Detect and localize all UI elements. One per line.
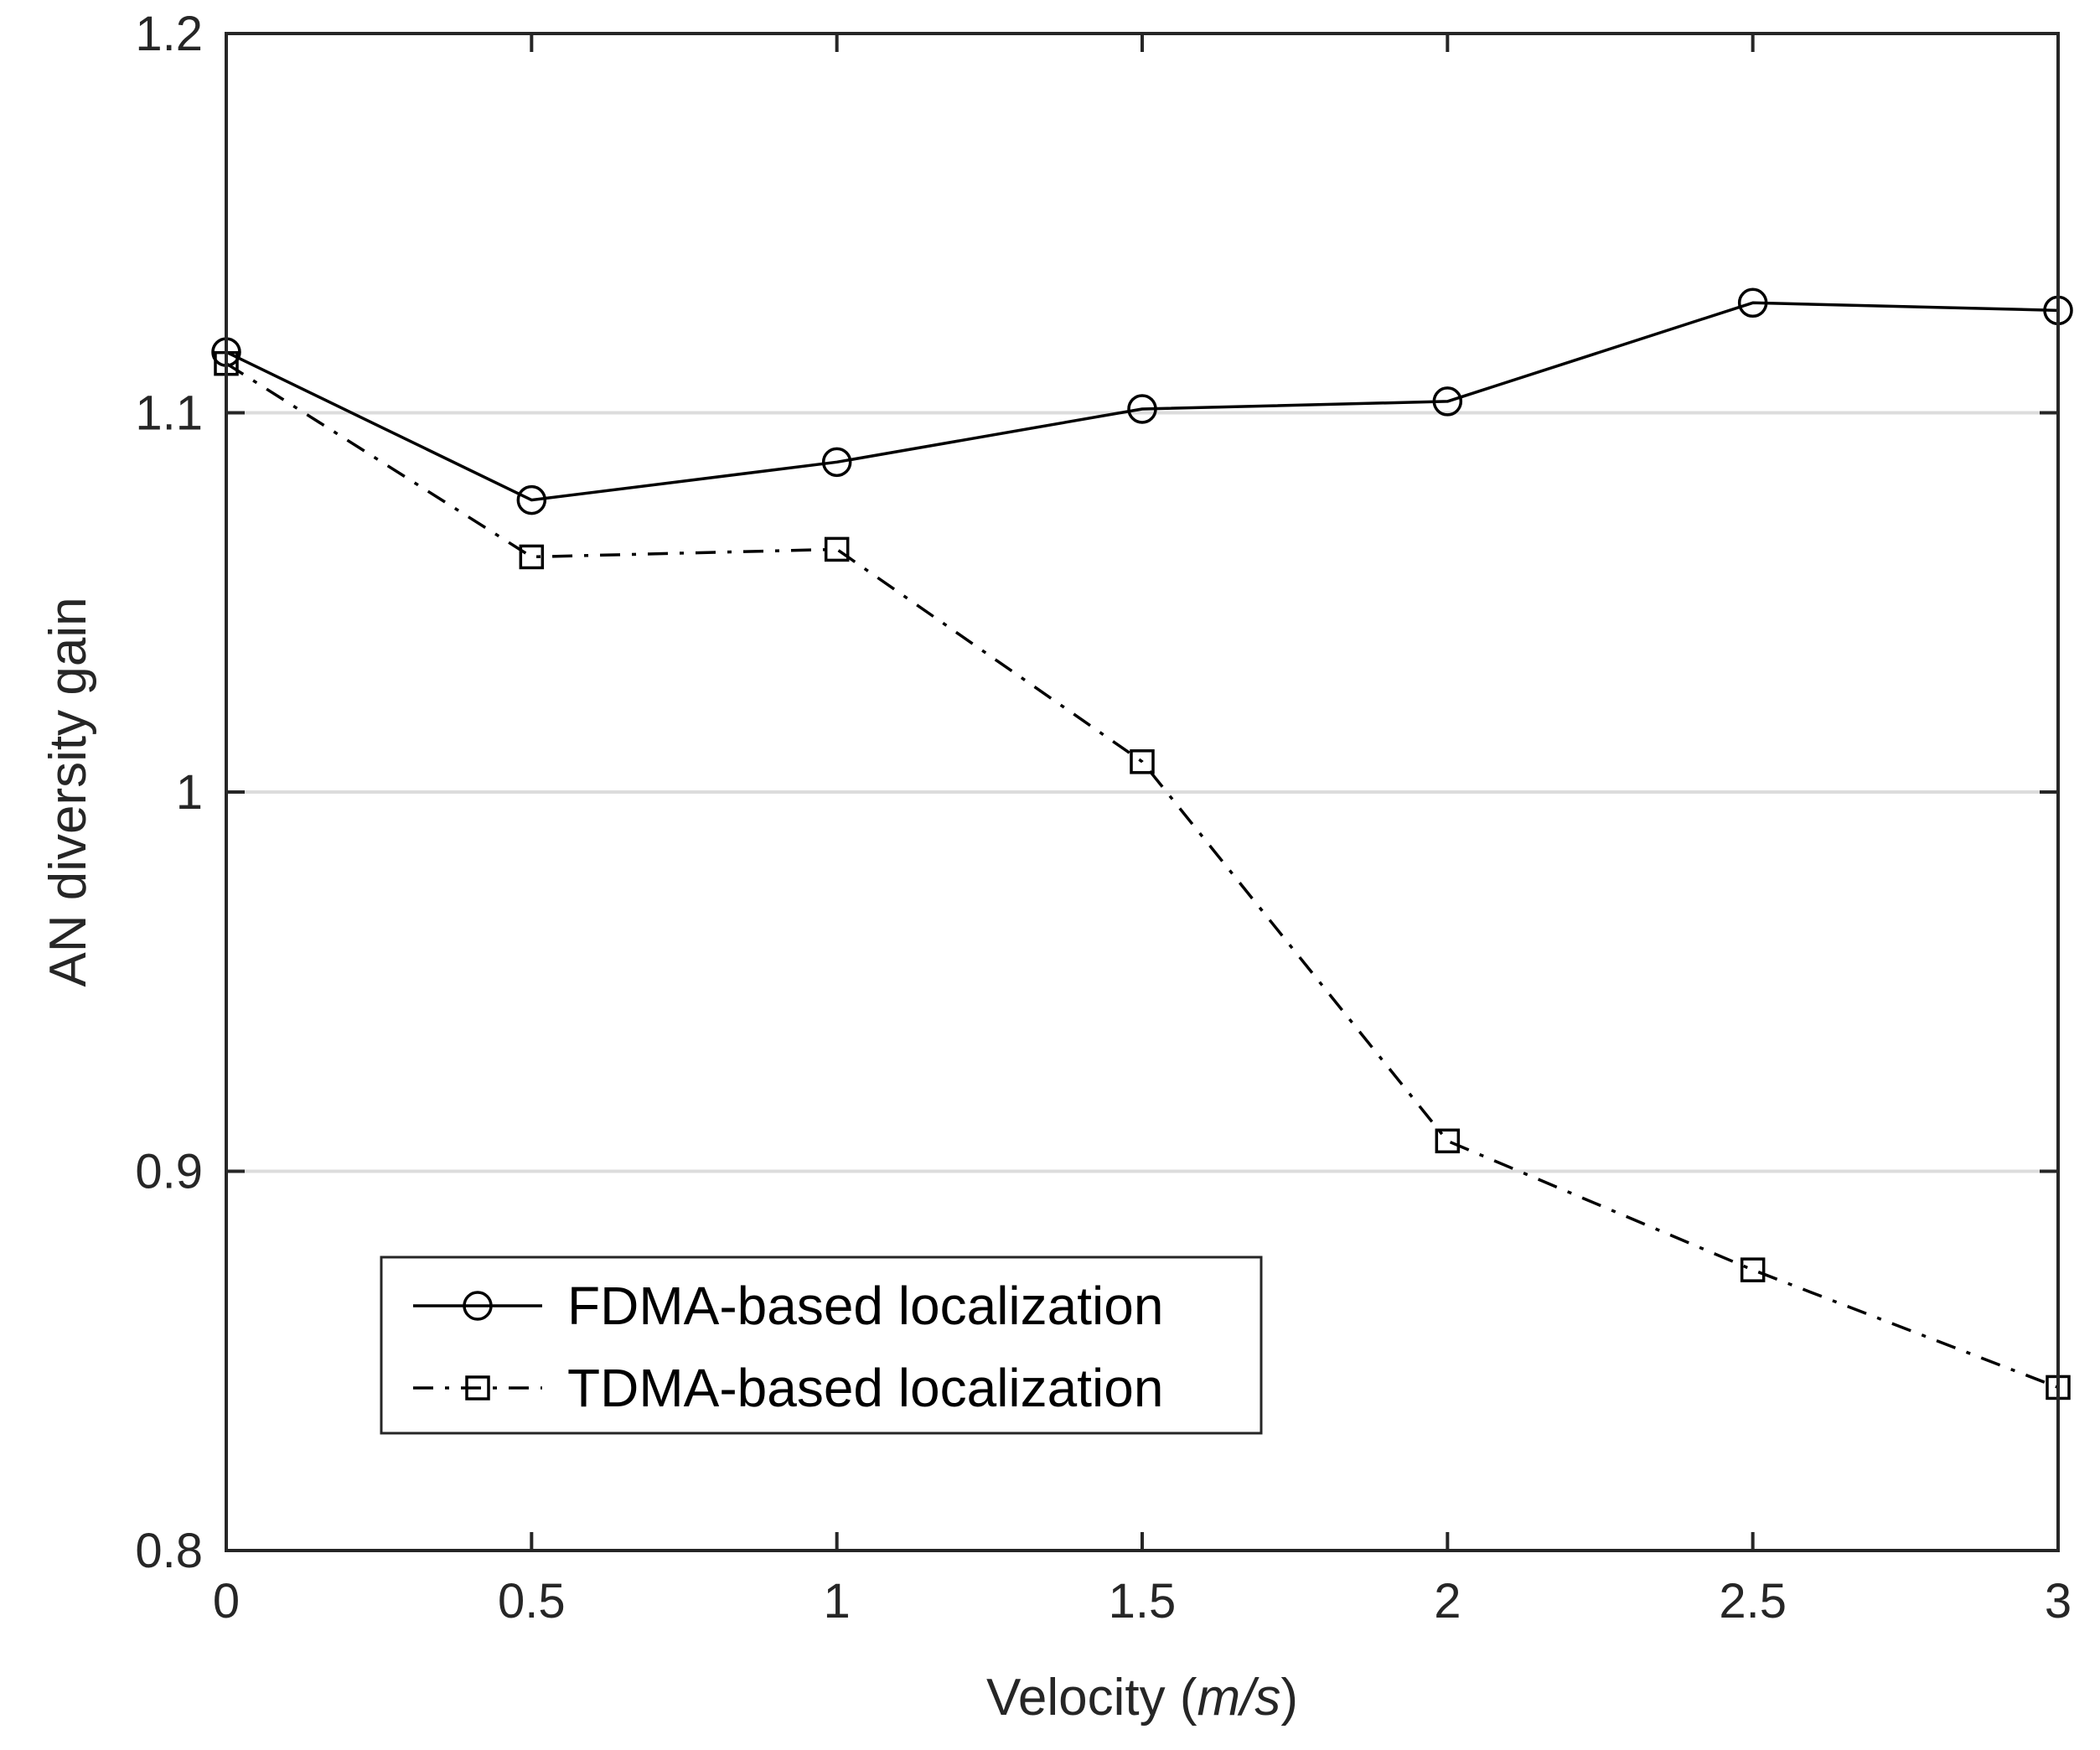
circle-data-point <box>821 447 852 478</box>
x-tick-label: 3 <box>2045 1574 2072 1628</box>
legend-entry: FDMA-based localization <box>413 1276 1163 1336</box>
x-axis-title: Velocity (m/s) <box>986 1669 1298 1727</box>
axis-ticks <box>225 32 2060 1552</box>
x-tick-label: 2 <box>1434 1574 1461 1628</box>
x-axis-unit-open-paren: ( <box>1180 1669 1197 1727</box>
legend-entries: FDMA-based localization TDMA-based locali… <box>413 1276 1163 1418</box>
x-tick-labels: 0 0.5 1 1.5 2 2.5 3 <box>213 1574 2072 1628</box>
legend-box <box>380 1256 1263 1435</box>
x-tick-label: 1.5 <box>1109 1574 1177 1628</box>
series-line <box>225 301 2059 502</box>
legend-square-marker <box>465 1375 490 1401</box>
legend-label: FDMA-based localization <box>567 1276 1163 1336</box>
circle-data-point <box>1432 386 1463 417</box>
square-data-point <box>519 544 545 570</box>
y-tick-label: 1.2 <box>135 7 203 61</box>
x-tick-label: 2.5 <box>1719 1574 1787 1628</box>
legend-circle-marker <box>463 1291 493 1321</box>
x-tick-label: 1 <box>824 1574 851 1628</box>
y-axis-title: AN diversity gain <box>39 597 97 986</box>
grid-lines <box>226 411 2058 1173</box>
legend: FDMA-based localization TDMA-based locali… <box>380 1256 1263 1435</box>
square-data-point <box>1435 1128 1461 1154</box>
circle-data-point <box>1127 394 1157 424</box>
square-data-point <box>1740 1257 1766 1282</box>
square-data-point <box>1130 749 1155 774</box>
x-axis-unit: m/s <box>1197 1669 1281 1727</box>
y-tick-label: 0.8 <box>135 1524 203 1578</box>
y-tick-label: 1 <box>176 765 203 820</box>
series-line <box>225 362 2059 1390</box>
square-data-point <box>824 536 850 562</box>
y-tick-labels: 0.8 0.9 1 1.1 1.2 <box>135 7 203 1578</box>
legend-label: TDMA-based localization <box>567 1358 1163 1418</box>
x-axis-unit-close-paren: ) <box>1280 1669 1298 1727</box>
x-tick-label: 0 <box>213 1574 240 1628</box>
legend-entry: TDMA-based localization <box>413 1358 1163 1418</box>
y-tick-label: 0.9 <box>135 1145 203 1199</box>
x-tick-label: 0.5 <box>498 1574 566 1628</box>
circle-data-point <box>1737 287 1768 318</box>
x-axis-title-text: Velocity <box>986 1669 1166 1727</box>
y-tick-label: 1.1 <box>135 386 203 441</box>
circle-data-point <box>516 484 547 515</box>
